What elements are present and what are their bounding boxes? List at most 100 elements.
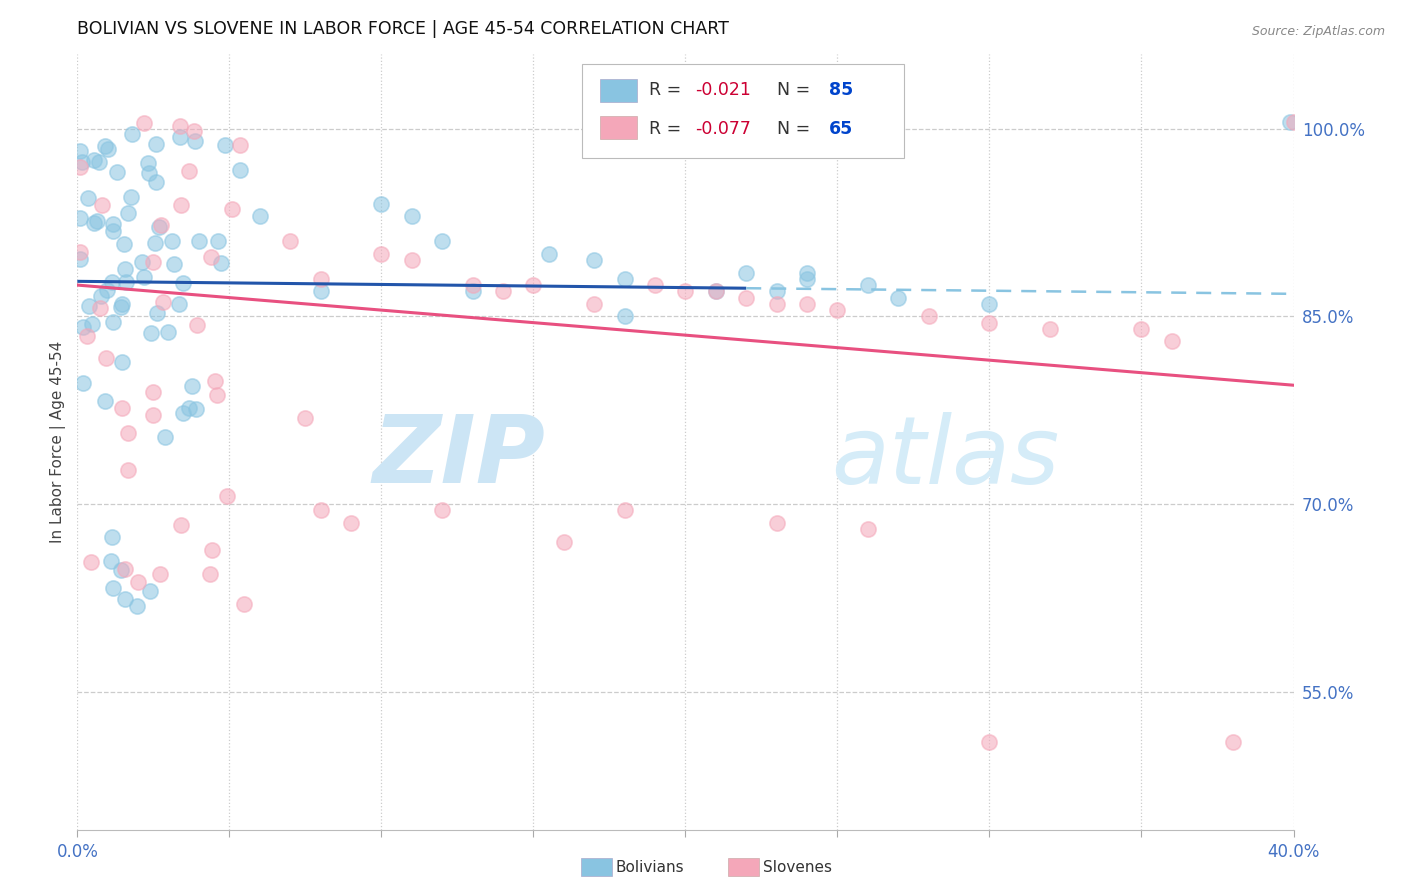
Point — [145, 136, 167, 151]
Y-axis label: In Labor Force | Age 45-54: In Labor Force | Age 45-54 — [51, 341, 66, 542]
Point — [131, 255, 153, 269]
Point — [83, 153, 105, 167]
Point — [370, 196, 392, 211]
Point — [121, 127, 143, 141]
Point — [827, 303, 849, 318]
Point — [160, 234, 183, 248]
Point — [156, 325, 179, 339]
Text: -0.021: -0.021 — [695, 81, 751, 99]
Point — [69, 245, 91, 260]
Point — [127, 574, 149, 589]
Point — [142, 385, 165, 400]
Point — [136, 156, 159, 170]
Point — [77, 191, 100, 205]
Point — [114, 275, 136, 289]
Point — [76, 329, 98, 343]
Point — [430, 234, 453, 248]
Point — [77, 299, 100, 313]
Point — [207, 388, 229, 402]
Point — [101, 315, 124, 329]
Point — [430, 503, 453, 517]
Point — [461, 278, 484, 293]
Point — [309, 272, 332, 286]
Text: N =: N = — [776, 120, 815, 137]
Point — [169, 119, 191, 133]
Point — [69, 144, 91, 158]
Point — [94, 393, 117, 408]
Point — [461, 285, 484, 299]
Point — [110, 300, 132, 314]
Point — [979, 735, 1001, 749]
Point — [644, 278, 666, 293]
Text: atlas: atlas — [831, 411, 1060, 502]
Point — [111, 355, 134, 369]
Text: ZIP: ZIP — [373, 411, 546, 503]
Point — [94, 138, 117, 153]
Point — [120, 190, 142, 204]
Point — [162, 257, 184, 271]
Text: R =: R = — [650, 81, 686, 99]
Point — [138, 584, 160, 599]
Point — [86, 214, 108, 228]
Text: 85: 85 — [830, 81, 853, 99]
Point — [172, 406, 194, 420]
Point — [117, 206, 139, 220]
Point — [69, 252, 91, 267]
Point — [1130, 322, 1153, 336]
Point — [146, 306, 169, 320]
Point — [142, 409, 165, 423]
Point — [765, 285, 787, 299]
Point — [201, 543, 224, 558]
Point — [228, 162, 250, 177]
Point — [149, 218, 172, 232]
Point — [221, 202, 243, 216]
Point — [233, 597, 256, 611]
Point — [583, 297, 606, 311]
Point — [492, 285, 515, 299]
Point — [117, 463, 139, 477]
Point — [114, 591, 136, 606]
Text: Slovenes: Slovenes — [763, 860, 832, 874]
Point — [101, 275, 124, 289]
Point — [143, 235, 166, 250]
Point — [111, 401, 134, 415]
Point — [401, 209, 423, 223]
Point — [613, 272, 636, 286]
Point — [110, 563, 132, 577]
Point — [101, 224, 124, 238]
Point — [111, 297, 134, 311]
Point — [82, 317, 104, 331]
Point — [211, 256, 233, 270]
Point — [1279, 115, 1302, 129]
Point — [537, 247, 560, 261]
Point — [217, 489, 239, 503]
Point — [401, 253, 423, 268]
Point — [979, 316, 1001, 330]
Point — [979, 297, 1001, 311]
Point — [309, 503, 332, 517]
Point — [169, 129, 191, 144]
Point — [918, 310, 941, 324]
Point — [704, 285, 727, 299]
FancyBboxPatch shape — [582, 63, 904, 158]
Point — [553, 534, 575, 549]
Point — [83, 216, 105, 230]
Point — [370, 247, 392, 261]
Point — [249, 209, 271, 223]
Text: N =: N = — [776, 81, 815, 99]
Point — [145, 175, 167, 189]
Point — [1039, 322, 1062, 336]
Point — [127, 599, 149, 614]
Point — [89, 301, 111, 315]
Point — [613, 310, 636, 324]
Point — [735, 291, 758, 305]
Point — [796, 272, 818, 286]
Point — [80, 555, 103, 569]
Text: 65: 65 — [830, 120, 853, 137]
Point — [172, 276, 194, 290]
Point — [90, 288, 112, 302]
Point — [186, 318, 208, 332]
Point — [183, 124, 205, 138]
Point — [149, 566, 172, 581]
Point — [167, 297, 190, 311]
